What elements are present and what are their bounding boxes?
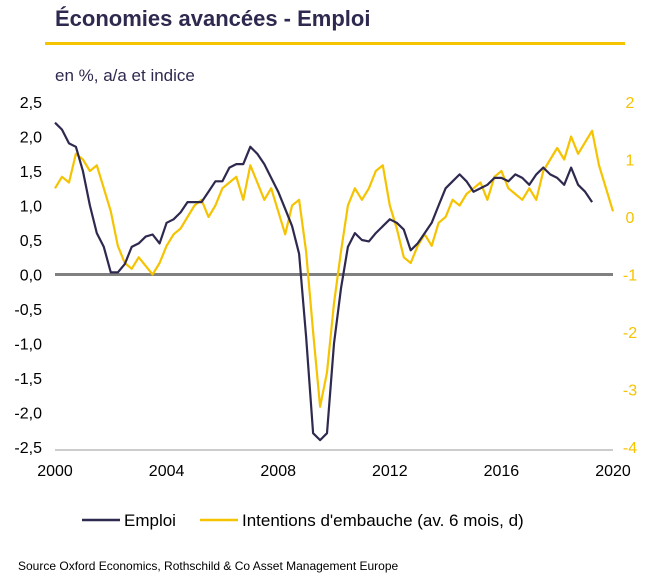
right-tick-label: 1 <box>626 153 635 170</box>
title-underline <box>45 42 625 45</box>
x-tick-label: 2000 <box>37 463 73 480</box>
x-axis: 2000 2004 2008 2012 2016 2020 <box>37 463 631 480</box>
right-tick-label: -2 <box>623 325 637 342</box>
left-tick-label: -0,5 <box>14 302 42 319</box>
source-note: Source Oxford Economics, Rothschild & Co… <box>18 559 399 573</box>
left-tick-label: 0,0 <box>20 268 42 285</box>
legend-label-emploi: Emploi <box>124 511 176 530</box>
left-tick-label: -1,5 <box>14 371 42 388</box>
chart-title: Économies avancées - Emploi <box>55 6 371 31</box>
legend: Emploi Intentions d'embauche (av. 6 mois,… <box>82 511 524 530</box>
left-tick-label: -1,0 <box>14 337 42 354</box>
left-tick-label: 0,5 <box>20 233 42 250</box>
emploi-series-line <box>54 121 594 442</box>
left-tick-label: -2,5 <box>14 440 42 457</box>
left-tick-label: 1,0 <box>20 199 42 216</box>
left-tick-label: 1,5 <box>20 164 42 181</box>
x-tick-label: 2012 <box>372 463 408 480</box>
right-tick-label: 2 <box>626 95 635 112</box>
x-tick-label: 2016 <box>484 463 520 480</box>
right-axis: 2 1 0 -1 -2 -3 -4 <box>623 95 637 457</box>
left-tick-label: -2,0 <box>14 406 42 423</box>
x-tick-label: 2008 <box>260 463 296 480</box>
legend-label-intentions: Intentions d'embauche (av. 6 mois, d) <box>242 511 524 530</box>
chart-subtitle: en %, a/a et indice <box>55 66 195 85</box>
right-tick-label: -1 <box>623 268 637 285</box>
right-tick-label: -3 <box>623 383 637 400</box>
x-tick-label: 2004 <box>149 463 185 480</box>
x-tick-label: 2020 <box>595 463 631 480</box>
left-tick-label: 2,0 <box>20 130 42 147</box>
right-tick-label: -4 <box>623 440 637 457</box>
left-axis: 2,5 2,0 1,5 1,0 0,5 0,0 -0,5 -1,0 -1,5 -2,0 -2,5 <box>14 95 42 457</box>
right-tick-label: 0 <box>626 210 635 227</box>
intentions-series-line <box>54 129 615 408</box>
left-tick-label: 2,5 <box>20 95 42 112</box>
series-layer <box>54 121 615 442</box>
